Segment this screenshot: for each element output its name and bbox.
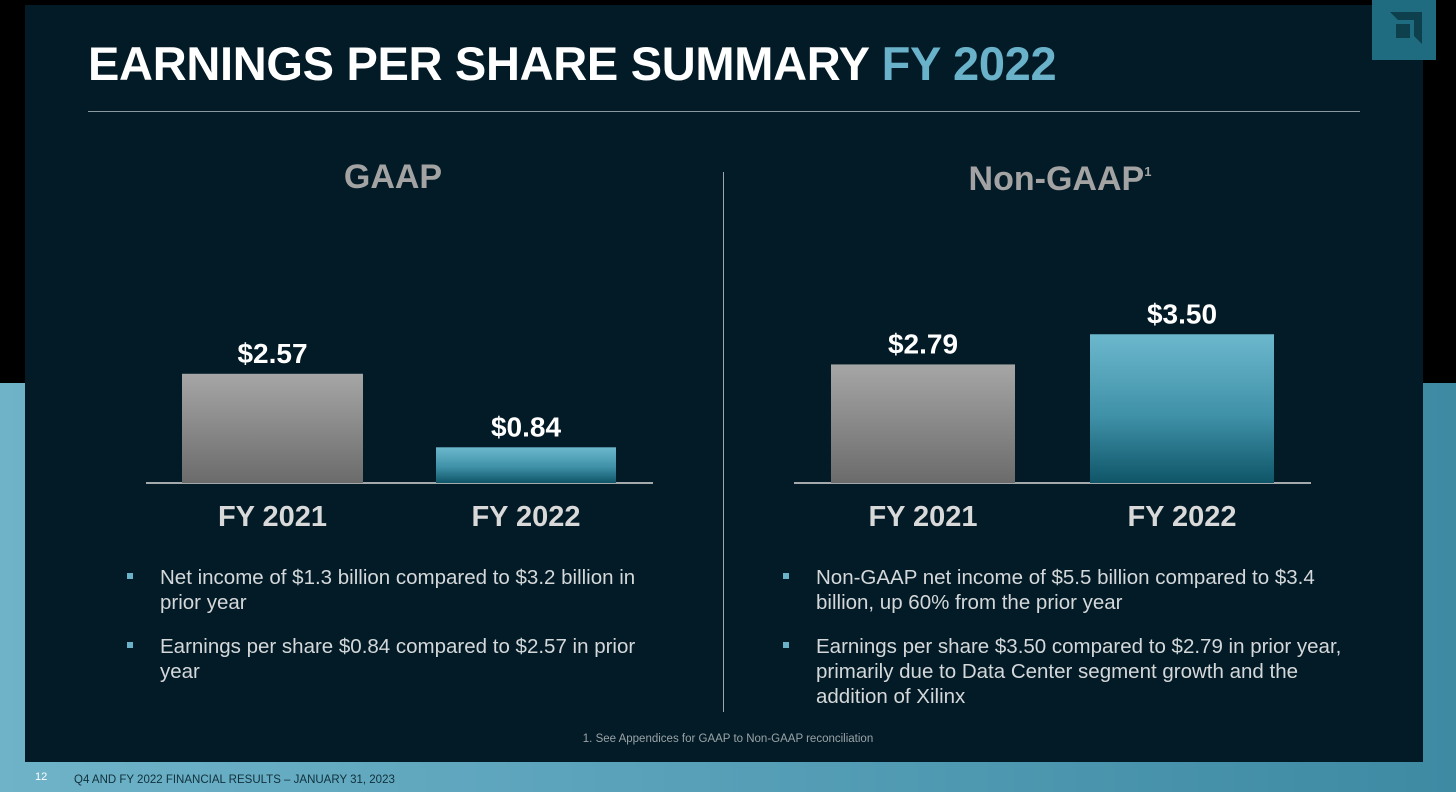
page-title: EARNINGS PER SHARE SUMMARY FY 2022 xyxy=(88,36,1057,91)
bar-fy-2022 xyxy=(436,447,616,483)
list-item: Non-GAAP net income of $5.5 billion comp… xyxy=(783,565,1356,615)
list-item: Net income of $1.3 billion compared to $… xyxy=(127,565,680,615)
bullet-text: Earnings per share $0.84 compared to $2.… xyxy=(160,635,636,683)
footnote: 1. See Appendices for GAAP to Non-GAAP r… xyxy=(582,733,874,745)
category-label: FY 2021 xyxy=(218,501,327,533)
data-label: $0.84 xyxy=(491,411,561,442)
category-label: FY 2022 xyxy=(471,501,580,533)
data-label: $2.79 xyxy=(888,328,958,359)
title-main: EARNINGS PER SHARE SUMMARY xyxy=(88,37,869,90)
bullet-text: Net income of $1.3 billion compared to $… xyxy=(160,566,636,614)
bullet-icon xyxy=(127,642,133,648)
bullet-text: Non-GAAP net income of $5.5 billion comp… xyxy=(816,566,1315,614)
gaap-title-text: GAAP xyxy=(343,158,443,196)
data-label: $2.57 xyxy=(237,338,307,369)
bar-fy-2021 xyxy=(182,373,363,483)
title-rule xyxy=(88,111,1360,112)
bar-fy-2021 xyxy=(831,364,1015,483)
bullet-icon xyxy=(783,573,789,579)
amd-logo-icon xyxy=(1390,12,1422,44)
bullet-icon xyxy=(783,642,789,648)
list-item: Earnings per share $0.84 compared to $2.… xyxy=(127,634,680,684)
non-gaap-footnote-marker: 1 xyxy=(1144,164,1152,179)
bar-fy-2022 xyxy=(1090,334,1274,483)
list-item: Earnings per share $3.50 compared to $2.… xyxy=(783,634,1356,709)
bullet-icon xyxy=(127,573,133,579)
data-label: $3.50 xyxy=(1147,298,1217,329)
footer-text: Q4 AND FY 2022 FINANCIAL RESULTS – JANUA… xyxy=(74,774,395,786)
non-gaap-bullet-list: Non-GAAP net income of $5.5 billion comp… xyxy=(783,565,1356,728)
gaap-bullet-list: Net income of $1.3 billion compared to $… xyxy=(127,565,680,703)
page-number: 12 xyxy=(35,771,48,783)
non-gaap-panel-title: Non-GAAP1 xyxy=(930,160,1190,199)
category-label: FY 2022 xyxy=(1127,501,1236,533)
panel-divider xyxy=(723,172,724,712)
amd-logo xyxy=(1372,0,1436,60)
bullet-text: Earnings per share $3.50 compared to $2.… xyxy=(816,635,1342,708)
gaap-panel-title: GAAP xyxy=(293,158,493,197)
category-label: FY 2021 xyxy=(868,501,977,533)
non-gaap-title-text: Non-GAAP xyxy=(968,160,1145,198)
title-accent: FY 2022 xyxy=(881,37,1057,90)
